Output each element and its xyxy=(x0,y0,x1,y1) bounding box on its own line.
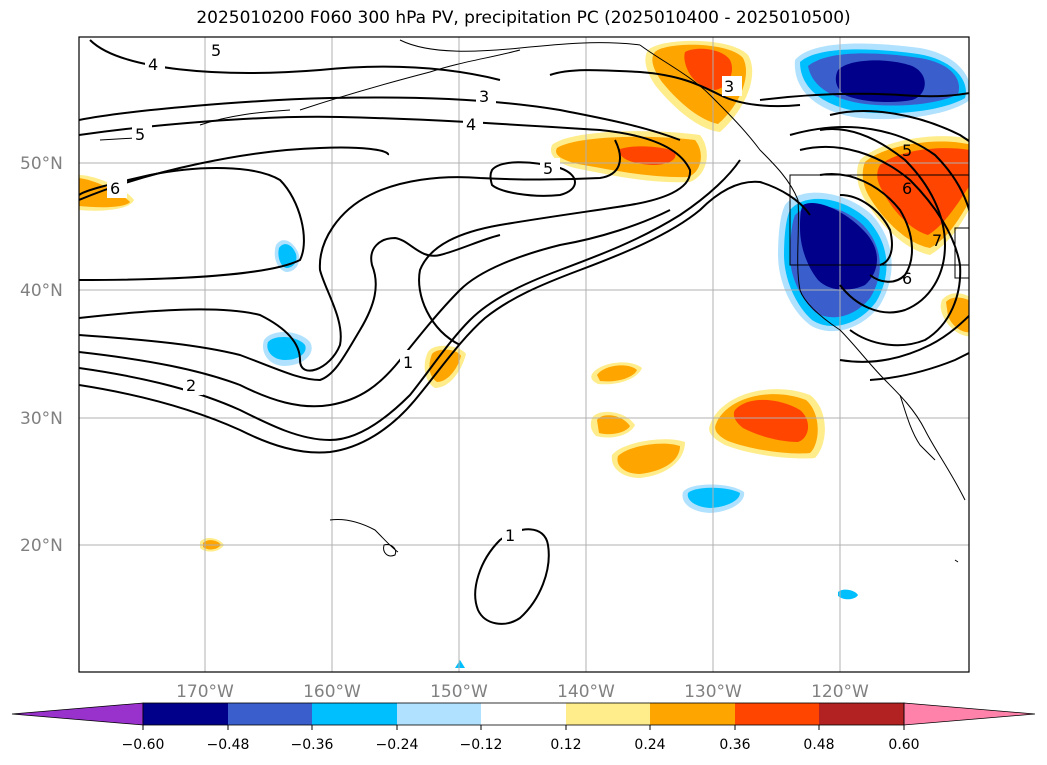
colorbar-tick-label: −0.24 xyxy=(376,737,419,753)
map-border xyxy=(78,36,970,673)
precip-negative-region xyxy=(800,203,878,290)
lat-label: 50°N xyxy=(20,154,63,174)
contour-label: 5 xyxy=(543,159,553,178)
contour-label: 3 xyxy=(479,87,489,106)
colorbar-segment xyxy=(481,703,566,725)
contour-label: 4 xyxy=(148,55,158,74)
contour-label: 2 xyxy=(186,376,196,395)
precip-positive-region xyxy=(617,443,680,474)
precip-positive-region xyxy=(597,365,637,382)
precip-positive-region xyxy=(79,178,130,208)
colorbar-tick-label: 0.12 xyxy=(550,737,581,753)
colorbar-segment xyxy=(228,703,312,725)
contour-label: 6 xyxy=(110,179,120,198)
precip-positive-region xyxy=(946,297,969,333)
precip-negative-region xyxy=(838,589,858,600)
contour-label: 6 xyxy=(902,269,912,288)
colorbar-segment xyxy=(735,703,819,725)
contour-label: 3 xyxy=(724,77,734,96)
colorbar-segment xyxy=(819,703,904,725)
precip-negative-region xyxy=(267,336,306,360)
precip-positive-region xyxy=(618,146,676,165)
colorbar-tick-label: 0.48 xyxy=(803,737,834,753)
colorbar-segment xyxy=(566,703,650,725)
precip-negative-region xyxy=(835,60,925,103)
map-area xyxy=(79,37,969,672)
precip-positive-region xyxy=(877,148,969,235)
colorbar-tick-label: −0.60 xyxy=(122,737,165,753)
contour-label: 4 xyxy=(466,115,476,134)
lon-label: 150°W xyxy=(430,682,488,702)
colorbar-segment xyxy=(312,703,397,725)
precip-positive-region xyxy=(684,48,733,90)
lon-label: 170°W xyxy=(176,682,234,702)
colorbar: −0.60 −0.48 −0.36 −0.24 −0.12 0.12 0.24 … xyxy=(11,702,1036,753)
colorbar-tick-label: −0.36 xyxy=(291,737,334,753)
precip-shading xyxy=(79,40,969,668)
colorbar-extend-low xyxy=(11,702,144,726)
colorbar-tick-label: −0.12 xyxy=(460,737,503,753)
colorbar-segment xyxy=(650,703,735,725)
colorbar-extend-high xyxy=(903,702,1036,726)
lon-label: 160°W xyxy=(303,682,361,702)
contour-label: 7 xyxy=(932,231,942,250)
precip-negative-region xyxy=(278,244,297,268)
lat-label: 20°N xyxy=(20,536,63,556)
contour-label: 5 xyxy=(211,41,221,60)
lon-label: 140°W xyxy=(557,682,615,702)
lat-label: 40°N xyxy=(20,281,63,301)
precip-positive-region xyxy=(733,399,809,442)
colorbar-tick-label: 0.24 xyxy=(634,737,665,753)
contour-label-group: 5 4 5 6 3 4 5 3 2 1 1 6 7 6 5 xyxy=(107,38,942,545)
contour-label: 1 xyxy=(403,353,413,372)
precip-negative-region xyxy=(455,660,465,668)
pv-contours xyxy=(79,39,969,625)
contour-label: 1 xyxy=(505,526,515,545)
contour-label: 5 xyxy=(135,125,145,144)
precip-negative-region xyxy=(687,487,740,508)
lon-label: 130°W xyxy=(684,682,742,702)
contour-label: 5 xyxy=(902,141,912,160)
contour-label: 6 xyxy=(902,179,912,198)
lon-label: 120°W xyxy=(811,682,869,702)
precip-positive-region xyxy=(597,415,630,435)
colorbar-segment xyxy=(143,703,228,725)
colorbar-tick-label: 0.36 xyxy=(719,737,750,753)
lat-label: 30°N xyxy=(20,409,63,429)
colorbar-tick-label: −0.48 xyxy=(207,737,250,753)
map-title: 2025010200 F060 300 hPa PV, precipitatio… xyxy=(196,8,851,28)
colorbar-segment xyxy=(397,703,481,725)
colorbar-tick-label: 0.60 xyxy=(888,737,919,753)
